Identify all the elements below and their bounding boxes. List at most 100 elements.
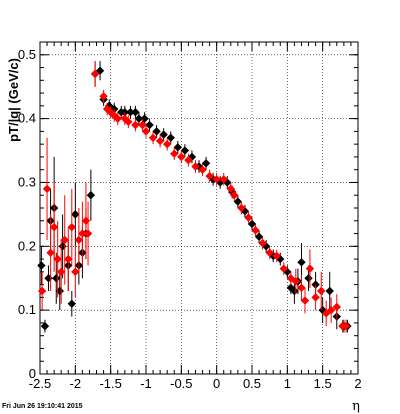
data-point xyxy=(37,286,47,296)
data-point xyxy=(131,120,140,130)
data-point xyxy=(86,191,96,200)
x-tick-label: 1.5 xyxy=(314,376,332,391)
data-point xyxy=(300,296,310,305)
data-point xyxy=(317,286,326,296)
data-point xyxy=(272,251,281,261)
y-tick-label: 0.1 xyxy=(18,302,36,317)
y-tick-labels: 0 0.1 0.2 0.3 0.4 0.5 xyxy=(18,47,36,381)
data-point xyxy=(124,117,133,127)
data-point xyxy=(46,248,55,257)
data-point xyxy=(140,114,149,123)
y-tick-label: 0.2 xyxy=(18,238,36,253)
data-point xyxy=(201,159,211,168)
y-tick-label: 0 xyxy=(29,366,36,381)
timestamp: Fri Jun 26 19:10:41 2015 xyxy=(2,403,83,410)
data-point xyxy=(42,184,52,194)
data-point xyxy=(67,222,76,232)
data-point xyxy=(83,229,93,238)
data-point xyxy=(155,136,165,146)
data-point xyxy=(126,108,135,117)
data-point xyxy=(99,92,108,101)
data-point xyxy=(57,267,66,277)
data-point xyxy=(163,139,172,149)
x-tick-label: -0.5 xyxy=(170,376,192,391)
data-marks xyxy=(37,61,352,333)
data-point xyxy=(71,267,80,277)
data-point xyxy=(198,165,207,174)
plot-area xyxy=(40,42,358,374)
data-point xyxy=(131,108,140,117)
data-point xyxy=(71,210,80,219)
data-point xyxy=(64,254,73,264)
data-point xyxy=(159,130,168,139)
x-tick-label: -2 xyxy=(70,376,82,391)
data-point xyxy=(138,120,147,130)
data-point xyxy=(95,66,105,75)
data-point xyxy=(37,261,46,270)
data-point xyxy=(297,258,306,267)
x-tick-label: 0 xyxy=(213,376,220,391)
data-point xyxy=(219,175,228,184)
x-tick-label: -1 xyxy=(140,376,152,391)
data-point xyxy=(148,133,158,142)
y-tick-label: 0.3 xyxy=(18,174,36,189)
data-point xyxy=(311,293,320,302)
x-tick-label: 2 xyxy=(354,376,361,391)
data-point xyxy=(325,286,334,296)
data-point xyxy=(102,104,112,114)
data-point xyxy=(152,127,161,136)
data-point xyxy=(258,238,267,248)
data-point xyxy=(113,114,122,123)
series-1 xyxy=(37,61,351,333)
data-point xyxy=(60,235,69,245)
data-point xyxy=(177,152,186,162)
data-point xyxy=(247,219,257,229)
data-point xyxy=(90,69,100,79)
data-point xyxy=(237,203,246,213)
data-point xyxy=(326,305,336,315)
x-axis-title: η xyxy=(352,399,360,414)
x-tick-label: 1 xyxy=(284,376,291,391)
data-point xyxy=(170,149,179,158)
x-tick-label: -1.5 xyxy=(99,376,121,391)
data-point xyxy=(244,213,253,222)
data-point xyxy=(265,248,274,257)
data-point xyxy=(233,197,243,206)
x-tick-labels: -2.5 -2 -1.5 -1 -0.5 0 0.5 1 1.5 2 xyxy=(29,376,362,391)
data-point xyxy=(290,286,299,296)
data-point xyxy=(40,321,50,331)
x-tick-label: -2.5 xyxy=(29,376,51,391)
data-point xyxy=(173,143,182,152)
data-point xyxy=(230,191,239,200)
data-point xyxy=(49,222,59,232)
x-tick-label: 0.5 xyxy=(243,376,261,391)
data-point xyxy=(305,264,315,273)
data-point xyxy=(74,235,84,245)
data-point xyxy=(205,171,214,181)
data-point xyxy=(226,184,235,194)
data-point xyxy=(180,146,190,155)
y-tick-label: 0.4 xyxy=(18,111,36,126)
data-point xyxy=(304,274,313,283)
plot-frame xyxy=(39,41,359,375)
data-point xyxy=(332,302,341,312)
data-point xyxy=(52,274,61,283)
data-point xyxy=(145,120,154,130)
data-point xyxy=(341,321,351,331)
data-point xyxy=(251,226,260,235)
y-axis-title: pT/|q| (GeV/c) xyxy=(6,58,21,142)
data-point xyxy=(191,162,200,171)
data-point xyxy=(53,254,62,264)
data-point xyxy=(291,277,301,286)
data-point xyxy=(166,133,175,142)
data-point xyxy=(254,232,264,241)
y-tick-label: 0.5 xyxy=(18,47,36,62)
data-point xyxy=(184,155,193,165)
data-point xyxy=(279,264,288,273)
data-point xyxy=(141,127,151,136)
data-point xyxy=(134,114,144,123)
data-point xyxy=(106,108,115,117)
data-point xyxy=(297,283,306,293)
data-point xyxy=(110,111,119,120)
